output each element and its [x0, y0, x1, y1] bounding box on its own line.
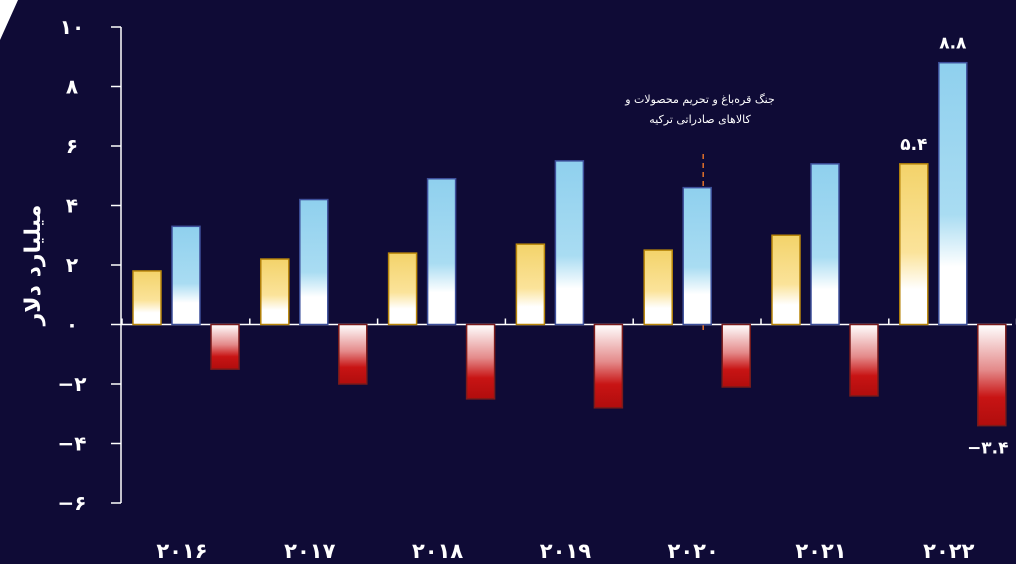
- data-label: −۳.۴: [967, 439, 1008, 459]
- bar: [339, 325, 367, 385]
- bar: [644, 250, 672, 324]
- bar: [811, 164, 839, 325]
- x-tick-label: ۲۰۲۱: [795, 539, 846, 563]
- bar: [772, 235, 800, 324]
- x-tick-label: ۲۰۲۰: [668, 539, 719, 563]
- bar: [467, 325, 495, 399]
- bar: [850, 325, 878, 396]
- bar: [172, 226, 200, 324]
- annotation-text: کالاهای صادراتی ترکیه: [649, 113, 751, 126]
- x-tick-label: ۲۰۲۲: [923, 539, 974, 563]
- corner-wedge: [0, 0, 18, 40]
- bar: [133, 271, 161, 325]
- data-label: ۵.۴: [900, 135, 927, 155]
- bar: [722, 325, 750, 387]
- bar: [261, 259, 289, 324]
- bar: [683, 188, 711, 325]
- y-tick-label: ۲: [66, 253, 78, 277]
- annotation-text: جنگ قره‌باغ و تحریم محصولات و: [624, 93, 775, 106]
- y-tick-label: ۰: [66, 313, 78, 337]
- y-tick-label: −۴: [58, 432, 87, 456]
- bar: [900, 164, 928, 325]
- y-tick-label: ۴: [66, 194, 78, 218]
- bar: [389, 253, 417, 324]
- y-tick-label: −۲: [58, 372, 87, 396]
- bar: [211, 325, 239, 370]
- x-tick-label: ۲۰۱۶: [156, 539, 207, 563]
- bar: [555, 161, 583, 325]
- y-tick-label: −۶: [58, 491, 87, 515]
- bar: [939, 63, 967, 325]
- bar: [428, 179, 456, 325]
- axes: [0, 0, 1016, 503]
- bars: [133, 63, 1006, 426]
- bar: [594, 325, 622, 408]
- y-tick-label: ۱۰: [60, 15, 84, 39]
- bar: [516, 244, 544, 324]
- x-tick-label: ۲۰۱۷: [284, 539, 335, 563]
- bar: [978, 325, 1006, 426]
- y-tick-label: ۸: [66, 75, 78, 99]
- y-tick-label: ۶: [66, 134, 78, 158]
- labels: ۱۰ ۸ ۶ ۴ ۲ ۰ −۲ −۴ −۶ میلیارد دلار ۲۰۱۶ ۲۰۱۷ ۲۰۱۸ ۲۰۱…: [21, 15, 1009, 563]
- x-tick-label: ۲۰۱۸: [412, 539, 463, 563]
- y-axis-label: میلیارد دلار: [21, 205, 46, 327]
- bar: [300, 200, 328, 325]
- x-tick-label: ۲۰۱۹: [540, 539, 591, 563]
- data-label: ۸.۸: [939, 34, 967, 54]
